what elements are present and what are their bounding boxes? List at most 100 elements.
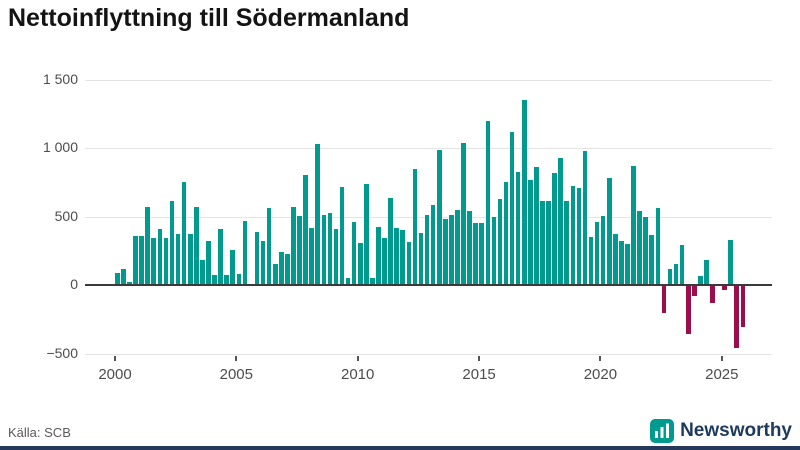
- bar: [236, 274, 242, 285]
- bar: [418, 232, 424, 285]
- newsworthy-wordmark: Newsworthy: [680, 420, 792, 441]
- y-axis-tick-label: 500: [54, 207, 78, 224]
- bar: [661, 285, 667, 314]
- bar: [497, 198, 503, 285]
- zero-baseline: [85, 284, 772, 286]
- bar: [339, 187, 345, 285]
- bar: [285, 253, 290, 285]
- y-axis-tick-label: 1 000: [42, 139, 78, 155]
- bar: [412, 168, 418, 286]
- bar: [388, 198, 393, 285]
- bar: [473, 223, 478, 285]
- y-axis-tick-label: 1 500: [42, 70, 78, 87]
- bar: [254, 231, 260, 285]
- bar: [321, 215, 327, 285]
- bar: [558, 158, 563, 285]
- bar: [133, 235, 138, 285]
- bar: [303, 175, 308, 285]
- bar: [163, 237, 169, 285]
- bar: [521, 100, 527, 285]
- bar: [710, 285, 715, 303]
- bar: [449, 215, 454, 285]
- bar: [576, 187, 582, 285]
- bar: [309, 228, 314, 285]
- bar: [333, 228, 339, 285]
- bar: [582, 150, 588, 285]
- bar: [430, 204, 436, 285]
- page-title: Nettoinflyttning till Södermanland: [8, 4, 410, 32]
- bar: [242, 220, 248, 285]
- bar: [400, 230, 406, 285]
- bar: [145, 206, 151, 285]
- bar: [637, 211, 642, 285]
- bar: [327, 213, 333, 285]
- bar: [218, 228, 223, 285]
- x-axis-tick-label: 2020: [583, 366, 618, 383]
- x-axis-tick-label: 2005: [219, 366, 253, 383]
- bar: [740, 285, 746, 327]
- bar: [351, 222, 357, 285]
- bar: [127, 281, 132, 285]
- bar: [230, 250, 236, 285]
- bar: [357, 243, 363, 285]
- bar: [728, 239, 734, 285]
- bar: [540, 200, 545, 285]
- bar: [503, 181, 509, 285]
- bar: [382, 238, 387, 285]
- x-axis-tick: [235, 356, 238, 361]
- bar: [655, 207, 661, 285]
- bar: [528, 179, 533, 285]
- bar: [406, 241, 412, 285]
- bar: [704, 259, 709, 285]
- bar: [734, 285, 740, 348]
- bar: [157, 228, 163, 285]
- bar: [570, 186, 576, 285]
- bar: [594, 222, 600, 285]
- x-axis-tick: [478, 356, 481, 361]
- x-axis-tick: [599, 356, 602, 361]
- bar: [461, 142, 466, 285]
- bar: [224, 274, 229, 285]
- bar: [606, 177, 612, 285]
- bar: [291, 206, 296, 285]
- bar: [509, 132, 515, 285]
- bar: [206, 240, 211, 285]
- bar: [436, 150, 442, 285]
- bar: [667, 268, 673, 285]
- bar: [187, 233, 193, 285]
- bar: [479, 222, 485, 285]
- x-axis-tick-label: 2010: [341, 366, 375, 383]
- bottom-accent-bar: [0, 446, 800, 450]
- bar: [515, 172, 521, 285]
- bar: [649, 235, 655, 285]
- y-axis-tick-label: 0: [70, 276, 78, 292]
- bar: [169, 200, 175, 285]
- bar: [491, 217, 497, 285]
- bar: [394, 227, 400, 285]
- bar: [272, 263, 278, 285]
- bar: [552, 173, 557, 285]
- x-axis-tick-label: 2025: [705, 366, 739, 383]
- source-label: Källa: SCB: [8, 425, 71, 440]
- bar: [534, 167, 539, 285]
- y-axis-tick-label: −500: [46, 344, 78, 361]
- bar: [121, 268, 126, 285]
- x-axis-tick: [114, 356, 116, 361]
- bar-chart-bubble-icon: [650, 419, 675, 443]
- bar: [212, 274, 217, 285]
- bar: [600, 215, 606, 285]
- newsworthy-logo: Newsworthy: [650, 419, 792, 443]
- bar: [722, 285, 727, 290]
- bar: [698, 276, 703, 285]
- bar: [588, 237, 594, 286]
- bar: [679, 244, 685, 285]
- x-axis-tick: [720, 356, 723, 361]
- bar: [297, 215, 302, 285]
- bar: [643, 216, 649, 285]
- bar: [424, 215, 430, 285]
- bar: [442, 219, 448, 285]
- x-axis-tick-label: 2015: [462, 366, 496, 383]
- bar: [200, 259, 205, 285]
